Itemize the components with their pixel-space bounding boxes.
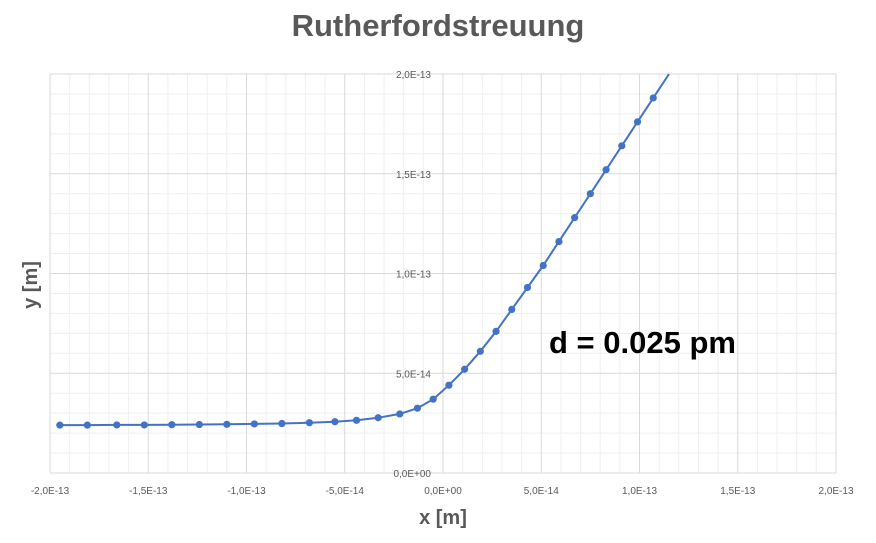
data-point (618, 142, 626, 150)
x-tick-label: -1,0E-13 (227, 486, 266, 497)
y-tick-label: 1,0E-13 (396, 270, 431, 281)
data-point (633, 118, 642, 126)
data-point (429, 395, 437, 403)
data-point (195, 420, 203, 429)
data-point (223, 420, 231, 428)
data-point (602, 166, 610, 174)
series-layer (56, 73, 670, 429)
data-point (523, 283, 532, 292)
data-point (83, 421, 91, 429)
x-tick-labels: -2,0E-13 -1,5E-13 -1,0E-13 -5,0E-14 0,0E+00 5… (31, 486, 854, 497)
x-tick-label: 5,0E-14 (524, 486, 559, 497)
data-point (331, 418, 339, 426)
data-point (555, 237, 563, 246)
x-tick-label: -2,0E-13 (31, 486, 70, 497)
data-point (508, 305, 516, 314)
data-point (352, 416, 361, 424)
data-point (586, 190, 594, 198)
data-point (113, 421, 121, 429)
x-axis-title: x [m] (419, 507, 467, 529)
data-point (374, 414, 382, 422)
x-tick-label: 2,0E-13 (818, 486, 853, 497)
data-point (649, 94, 657, 102)
annotation-label: d = 0.025 pm (549, 325, 736, 360)
data-point (396, 410, 404, 418)
y-axis-title: y [m] (20, 261, 42, 309)
data-point (168, 421, 176, 429)
data-point (461, 365, 469, 373)
major-grid (49, 73, 837, 474)
data-point (250, 420, 258, 428)
x-tick-label: -5,0E-14 (326, 486, 365, 497)
data-point (571, 214, 579, 222)
x-tick-label: 0,0E+00 (424, 486, 462, 497)
x-tick-label: -1,5E-13 (129, 486, 168, 497)
data-point (305, 419, 313, 427)
data-point (445, 381, 453, 389)
data-point (476, 347, 484, 355)
data-point (56, 421, 64, 429)
y-tick-label: 5,0E-14 (396, 369, 431, 380)
x-tick-label: 1,5E-13 (720, 486, 755, 497)
y-tick-label: 0,0E+00 (393, 469, 431, 480)
data-point (140, 421, 148, 429)
y-tick-label: 1,5E-13 (396, 170, 431, 181)
x-tick-label: 1,0E-13 (622, 486, 657, 497)
data-point (492, 327, 500, 335)
chart-title: Rutherfordstreuung (291, 8, 585, 43)
data-point (278, 419, 286, 428)
y-tick-label: 2,0E-13 (396, 70, 431, 81)
data-point (413, 404, 422, 412)
y-tick-labels: 0,0E+00 5,0E-14 1,0E-13 1,5E-13 2,0E-13 (393, 70, 431, 480)
data-point (539, 261, 547, 270)
